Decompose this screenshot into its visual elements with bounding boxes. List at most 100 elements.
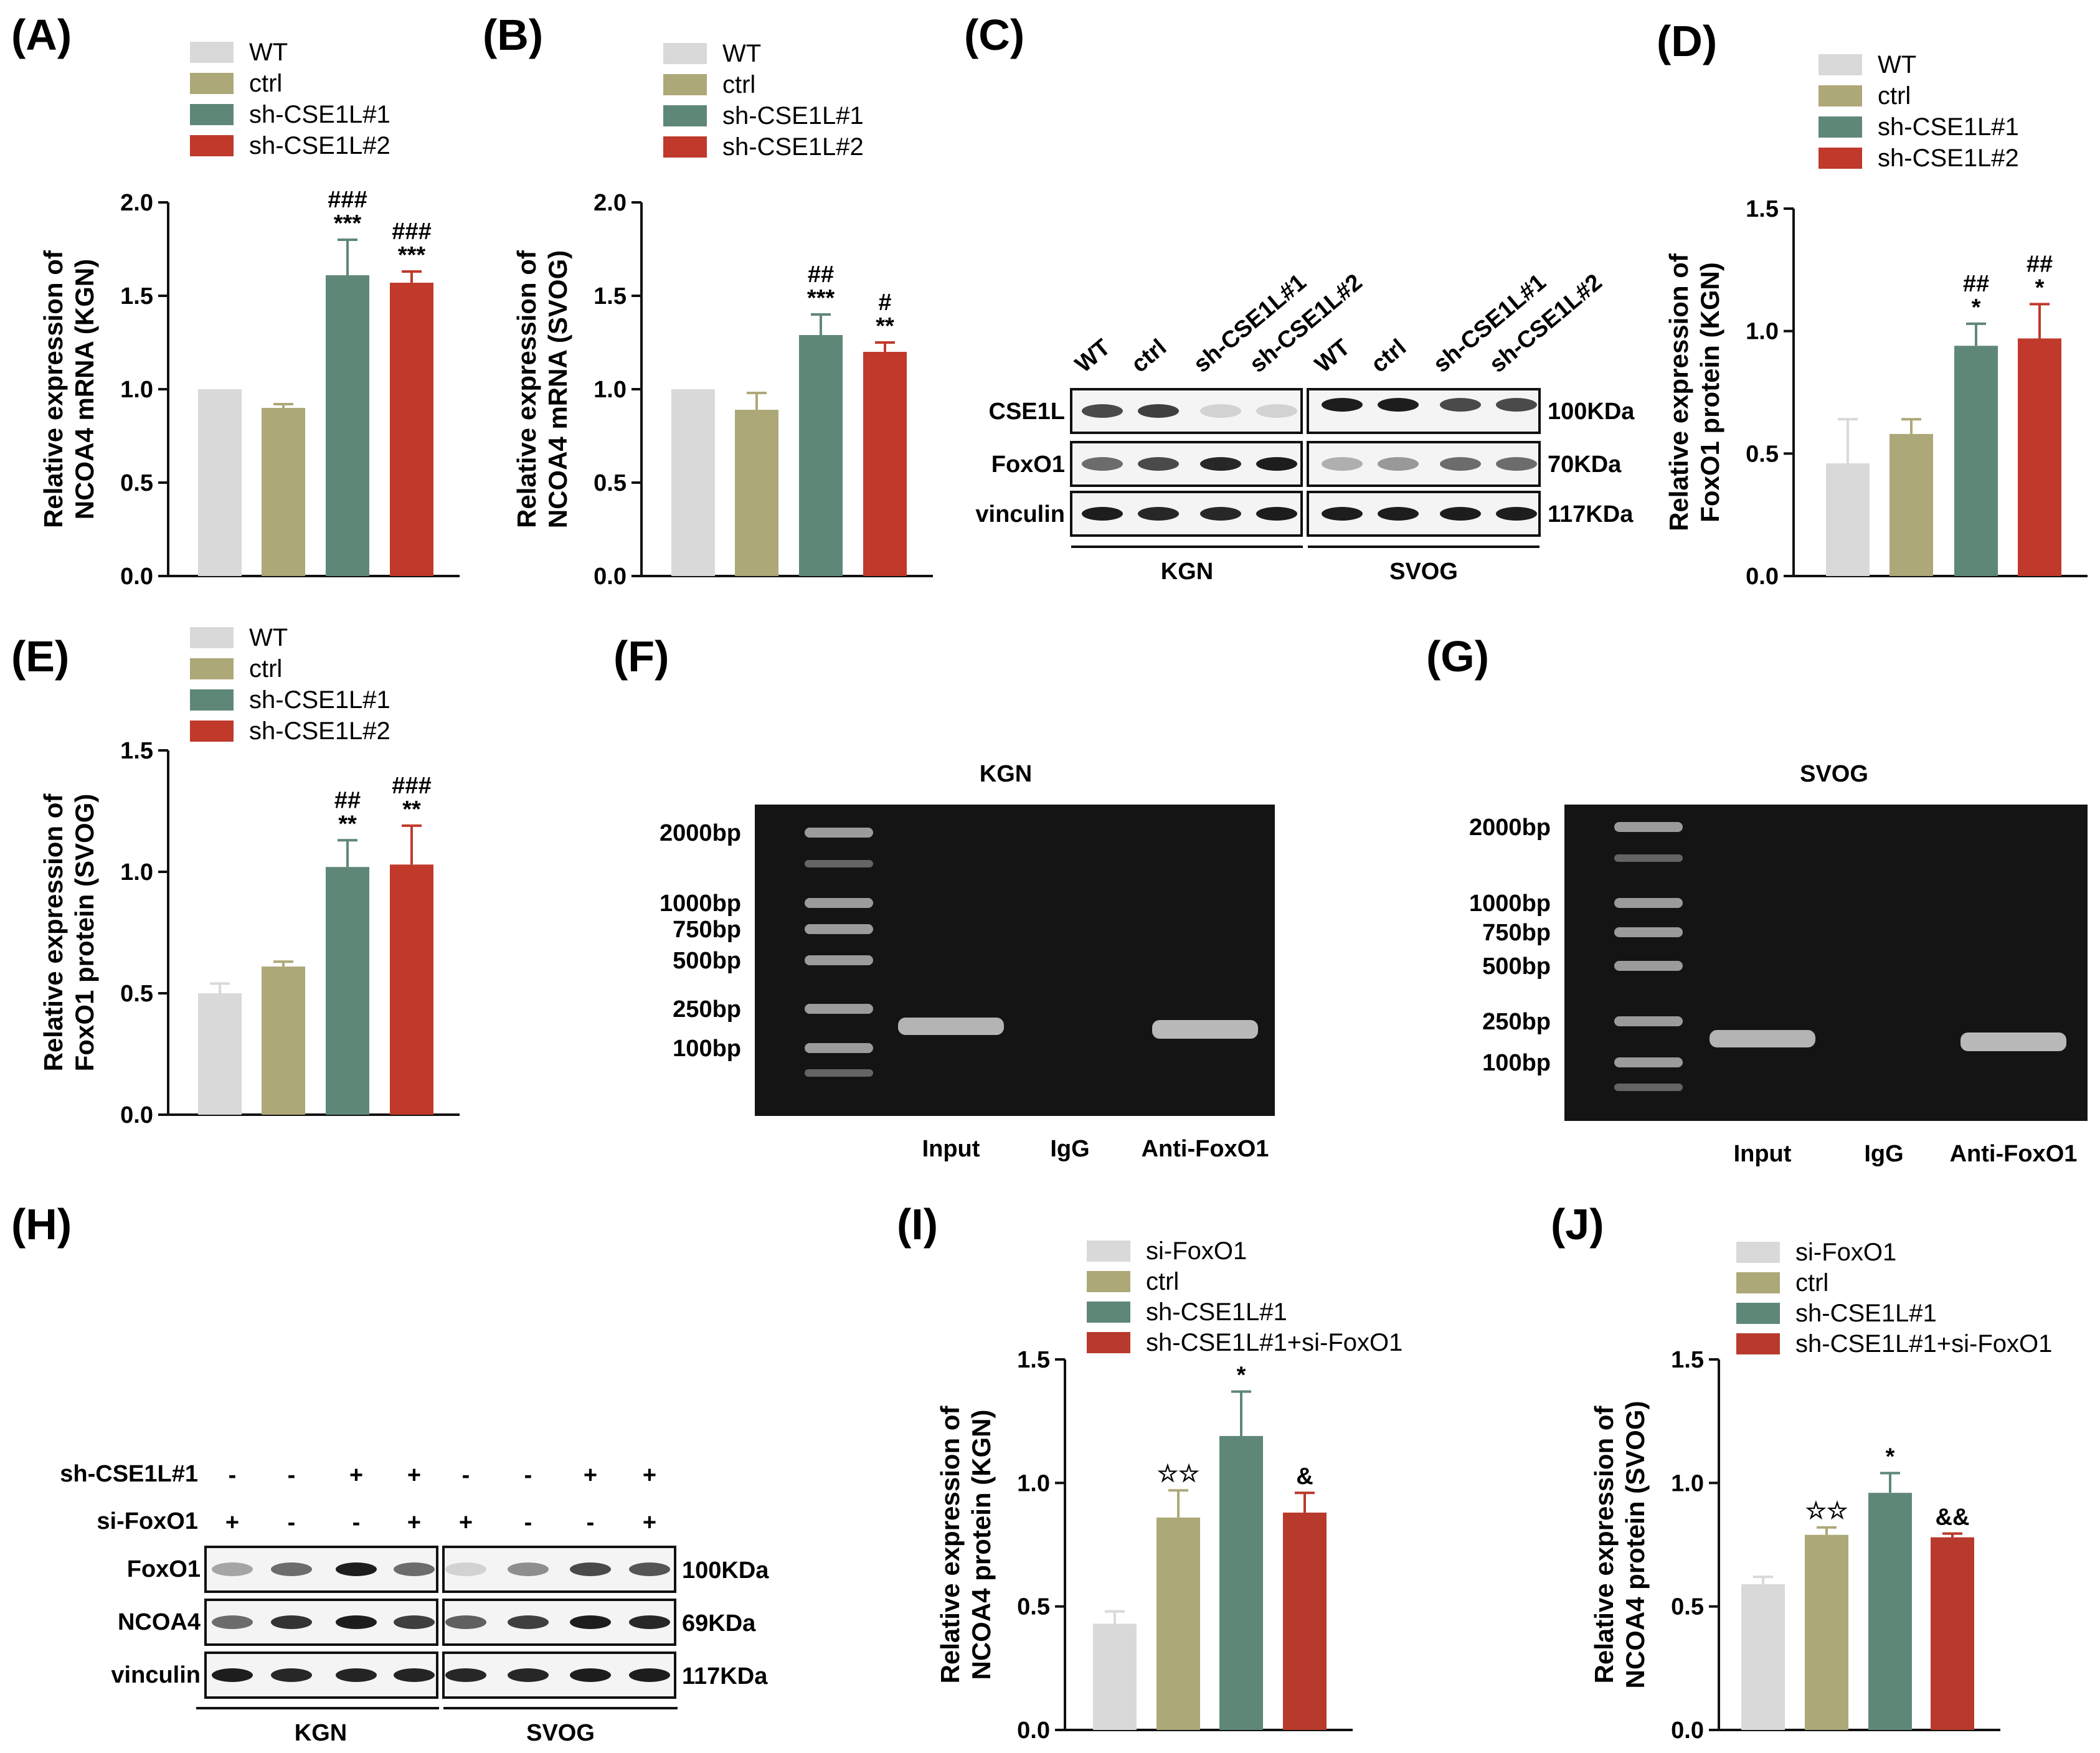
ladder-label-3: 750bp	[1482, 920, 1551, 946]
bar-3	[326, 867, 369, 1115]
panel-label-c: (C)	[964, 11, 1024, 59]
bar-3	[1954, 346, 1998, 576]
y-tick-label: 1.5	[1017, 1347, 1050, 1373]
gel-lane-label-3: Anti-FoxO1	[1950, 1141, 2078, 1167]
ladder-band-faint	[1614, 1084, 1683, 1091]
y-axis-label: Relative expression ofNCOA4 mRNA (KGN)	[39, 250, 99, 528]
blot-band	[1082, 507, 1123, 521]
ladder-label-2: 1000bp	[1469, 891, 1551, 917]
legend-label-4: sh-CSE1L#1+si-FoxO1	[1146, 1329, 1402, 1356]
y-tick-label: 1.5	[1746, 196, 1779, 222]
blot-band	[570, 1562, 611, 1576]
significance-mark: **	[876, 313, 894, 339]
legend-swatch-3	[1819, 116, 1862, 138]
ladder-band-2	[1614, 898, 1683, 908]
y-tick-label: 1.5	[120, 283, 153, 309]
chart-j: si-FoxO1 ctrl sh-CSE1L#1 sh-CSE1L#1+si-FoxO…	[1589, 1239, 2052, 1744]
row-label-3: vinculin	[111, 1662, 201, 1688]
ladder-band-5	[1614, 1016, 1683, 1026]
western-blot-h: sh-CSE1L#1 - - + + - - + + si-FoxO1 + - - + + - - + FoxO1 1…	[60, 1461, 769, 1746]
lane-label-1: WT	[1071, 334, 1115, 378]
significance-mark: ***	[807, 285, 835, 311]
group-label-kgn: KGN	[295, 1720, 347, 1746]
legend-swatch-2	[190, 73, 234, 94]
blot-band	[271, 1668, 312, 1682]
ladder-band-4	[805, 955, 873, 965]
chart-b: WT ctrl sh-CSE1L#1 sh-CSE1L#2 0.0 0.5 1.0 1.5 2.…	[512, 40, 933, 590]
treatment-sign: +	[349, 1462, 363, 1488]
significance-mark: &	[1296, 1463, 1313, 1490]
bar-3	[1219, 1435, 1263, 1730]
significance-mark-hash: #	[878, 290, 891, 316]
y-axis-label: Relative expression ofFoxO1 protein (SVO…	[39, 793, 99, 1072]
legend-label-1: si-FoxO1	[1146, 1237, 1247, 1265]
y-tick-label: 1.0	[594, 377, 627, 403]
blot-band	[629, 1615, 670, 1629]
ladder-label-1: 2000bp	[1469, 815, 1551, 841]
blot-band	[1138, 507, 1179, 521]
legend-swatch-1	[1819, 54, 1862, 75]
sample-band-input	[898, 1018, 1004, 1035]
legend-label-3: sh-CSE1L#1	[1146, 1298, 1287, 1326]
legend-swatch-3	[1087, 1302, 1130, 1323]
lane-label-5: WT	[1310, 334, 1355, 378]
group-label-svog: SVOG	[526, 1720, 595, 1746]
blot-band	[445, 1668, 486, 1682]
bar-3	[799, 335, 843, 576]
y-tick-label: 0.0	[120, 564, 153, 590]
chart-a: WT ctrl sh-CSE1L#1 sh-CSE1L#2 0.0 0.5 1.0 1.5 2.…	[39, 39, 460, 590]
size-label-3: 117KDa	[682, 1663, 768, 1689]
ladder-band-4	[1614, 961, 1683, 971]
bar-4	[1283, 1512, 1327, 1730]
bar-2	[1805, 1534, 1848, 1730]
blot-band	[1322, 398, 1363, 412]
legend-swatch-1	[190, 627, 234, 648]
panel-label-g: (G)	[1426, 632, 1489, 681]
y-tick-label: 0.5	[594, 470, 627, 496]
ladder-band-3	[1614, 927, 1683, 937]
y-axis-label-line-1: Relative expression of	[39, 793, 68, 1072]
ladder-label-4: 500bp	[1482, 953, 1551, 980]
significance-mark: **	[402, 796, 421, 823]
blot-band	[629, 1562, 670, 1576]
legend-label-3: sh-CSE1L#1	[722, 102, 864, 130]
gel-title: KGN	[980, 761, 1032, 787]
treatment-sign: -	[587, 1510, 595, 1536]
y-tick-label: 0.0	[1671, 1718, 1704, 1744]
panel-label-f: (F)	[613, 632, 669, 681]
sample-band-antifoxo1	[1960, 1032, 2066, 1051]
ladder-band-6	[805, 1043, 873, 1053]
panel-label-d: (D)	[1657, 17, 1717, 65]
legend-label-1: si-FoxO1	[1795, 1239, 1896, 1266]
legend-label-4: sh-CSE1L#2	[722, 133, 864, 161]
ladder-band-2	[805, 898, 873, 908]
legend-label-3: sh-CSE1L#1	[249, 101, 390, 128]
significance-mark: *	[1237, 1363, 1246, 1389]
size-label-3: 117KDa	[1548, 501, 1634, 527]
treatment-sign: +	[643, 1462, 656, 1488]
y-tick-label: 2.0	[594, 190, 627, 216]
row-label-1: FoxO1	[127, 1556, 201, 1582]
legend-swatch-3	[1736, 1303, 1780, 1324]
panel-label-j: (J)	[1551, 1200, 1604, 1249]
legend-swatch-4	[663, 136, 707, 158]
legend-label-2: ctrl	[722, 71, 755, 98]
group-label-svog: SVOG	[1389, 559, 1458, 585]
blot-band	[394, 1615, 435, 1629]
bar-1	[1826, 463, 1870, 576]
blot-band	[336, 1615, 377, 1629]
legend-label-1: WT	[249, 39, 288, 66]
sample-band-input	[1710, 1030, 1815, 1047]
legend-swatch-1	[1087, 1240, 1130, 1262]
y-tick-label: 0.5	[1746, 441, 1779, 467]
significance-mark-hash: ##	[1963, 271, 1989, 297]
blot-band	[1138, 457, 1179, 471]
blot-band	[1082, 457, 1123, 471]
lane-label-2: ctrl	[1127, 334, 1171, 378]
gel-title: SVOG	[1800, 761, 1868, 787]
y-tick-label: 1.0	[120, 859, 153, 886]
blot-band	[394, 1562, 435, 1576]
significance-mark-hash: ###	[328, 187, 367, 213]
significance-mark: **	[338, 811, 357, 837]
